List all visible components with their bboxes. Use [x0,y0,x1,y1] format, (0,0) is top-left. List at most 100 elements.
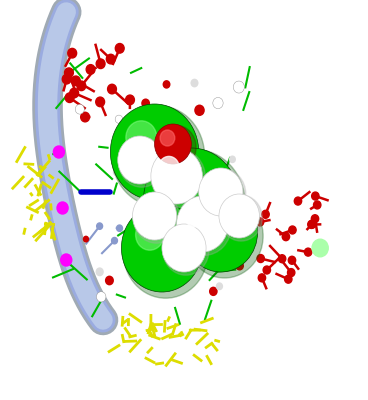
Circle shape [96,59,105,68]
Circle shape [175,126,183,134]
Circle shape [75,104,84,114]
Circle shape [135,219,164,250]
Circle shape [308,220,315,228]
Circle shape [107,84,116,94]
Circle shape [83,236,89,242]
Circle shape [171,185,177,192]
Circle shape [160,166,194,202]
Circle shape [262,210,269,218]
Circle shape [237,194,244,202]
Circle shape [284,275,292,283]
Circle shape [57,202,68,214]
Circle shape [112,238,117,244]
Circle shape [96,97,105,107]
Circle shape [197,206,223,234]
Circle shape [184,192,258,272]
Circle shape [190,155,195,162]
Circle shape [216,282,223,290]
Circle shape [123,206,208,298]
Circle shape [105,276,114,285]
Circle shape [113,169,119,176]
Circle shape [64,68,73,78]
Circle shape [133,193,180,243]
Circle shape [174,252,180,258]
Circle shape [140,182,148,191]
Circle shape [166,211,172,218]
Circle shape [159,156,179,179]
Circle shape [53,146,64,158]
Circle shape [151,148,202,204]
Circle shape [118,137,165,187]
Circle shape [68,48,77,58]
Circle shape [139,199,157,218]
Circle shape [229,156,236,163]
Circle shape [177,196,231,256]
Circle shape [96,267,104,276]
Circle shape [115,44,124,53]
Circle shape [289,226,296,234]
Circle shape [110,104,199,200]
Circle shape [131,249,137,256]
Circle shape [205,175,223,194]
Circle shape [115,115,123,123]
Circle shape [81,112,89,122]
Circle shape [151,266,159,275]
Circle shape [233,81,244,93]
Circle shape [220,182,226,188]
Circle shape [279,255,286,263]
Circle shape [61,254,72,266]
Circle shape [152,148,205,207]
Circle shape [177,196,228,252]
Circle shape [71,76,80,86]
Circle shape [209,287,218,296]
Circle shape [287,268,295,276]
Circle shape [126,121,157,154]
Circle shape [288,256,296,264]
Circle shape [197,172,208,184]
Circle shape [219,194,259,238]
Circle shape [117,225,123,232]
Circle shape [86,65,95,74]
Circle shape [141,98,150,108]
Circle shape [162,224,206,272]
Circle shape [132,192,177,240]
Circle shape [225,200,241,218]
Circle shape [160,130,175,146]
Circle shape [62,74,71,84]
Circle shape [137,243,142,249]
Circle shape [142,174,148,180]
Circle shape [312,192,319,200]
Circle shape [124,143,142,162]
Circle shape [213,98,223,109]
Circle shape [163,80,170,89]
Circle shape [145,149,245,258]
Circle shape [194,104,205,116]
Circle shape [282,233,290,241]
Circle shape [156,125,196,169]
Circle shape [144,148,239,252]
Circle shape [163,225,209,275]
Circle shape [263,266,270,274]
Circle shape [199,169,246,219]
Circle shape [127,250,133,256]
Circle shape [235,225,241,232]
Circle shape [312,239,328,257]
Circle shape [311,215,319,223]
Circle shape [308,220,316,228]
Circle shape [165,148,174,158]
Circle shape [257,254,264,262]
Circle shape [163,111,170,119]
Circle shape [106,54,115,64]
Circle shape [70,88,79,98]
Circle shape [118,136,162,184]
Circle shape [148,122,153,128]
Circle shape [236,262,243,270]
Circle shape [150,221,156,227]
Circle shape [186,194,263,278]
Circle shape [207,181,219,194]
Circle shape [184,204,205,227]
Circle shape [220,195,262,241]
Circle shape [155,124,191,164]
Circle shape [125,258,131,265]
Circle shape [294,197,302,205]
